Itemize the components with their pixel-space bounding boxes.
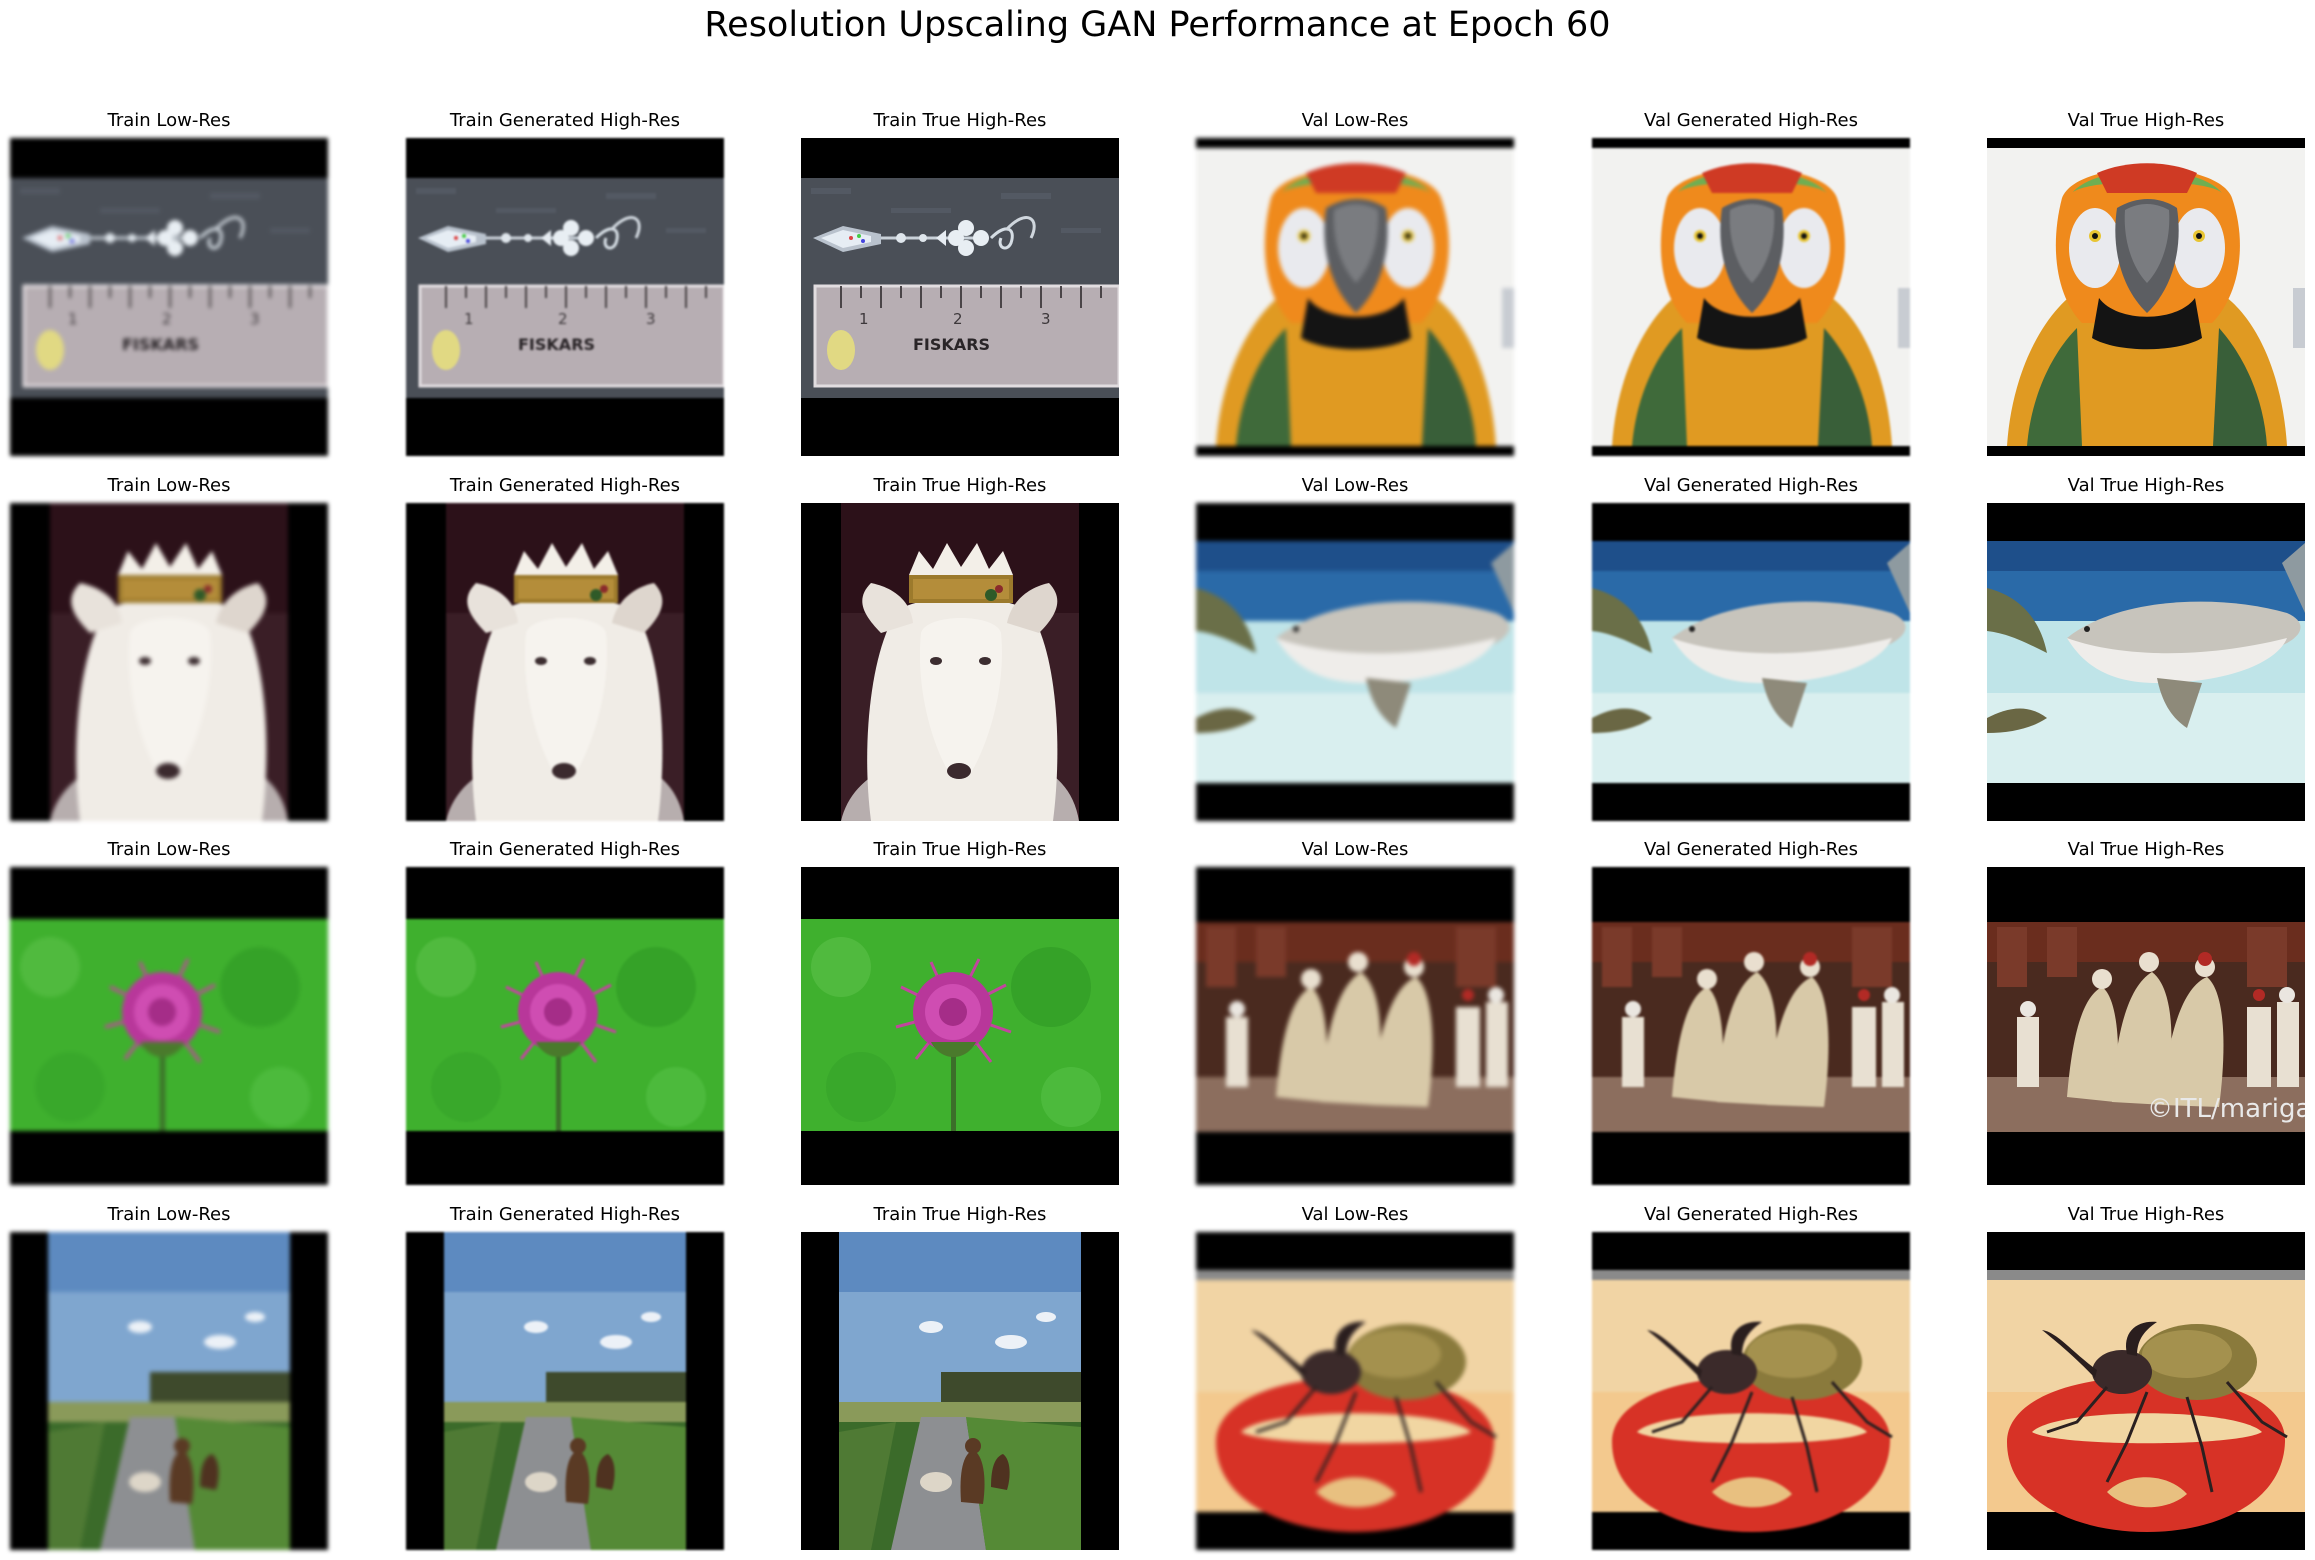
svg-text:1: 1: [464, 310, 474, 328]
panel-title: Val Generated High-Res: [1644, 110, 1858, 131]
svg-text:3: 3: [646, 310, 656, 328]
ceremony-image: [1592, 867, 1910, 1185]
panel-title: Val True High-Res: [2067, 475, 2225, 496]
thistle-flower-image: [801, 867, 1119, 1185]
panel-title: Train True High-Res: [873, 110, 1047, 131]
panel-title: Train True High-Res: [873, 839, 1047, 860]
panel-title: Val Low-Res: [1301, 475, 1409, 496]
panel-title: Train True High-Res: [873, 1204, 1047, 1225]
shark-image: [1987, 503, 2305, 821]
ceremony-image: [1196, 867, 1514, 1185]
svg-text:2: 2: [162, 310, 172, 328]
dogs-on-road-image: [10, 1232, 328, 1550]
earring-ruler-image: 1 2 3 FISKARS: [406, 138, 724, 456]
panel-title: Train Generated High-Res: [449, 475, 681, 496]
ruler-brand-text: FISKARS: [518, 335, 595, 354]
panel-title: Train Low-Res: [107, 110, 231, 131]
earring-ruler-image: 1 2 3 FISKARS: [10, 138, 328, 456]
panel-title: Train True High-Res: [873, 475, 1047, 496]
svg-text:2: 2: [558, 310, 568, 328]
panel-title: Val Generated High-Res: [1644, 475, 1858, 496]
dog-with-crown-image: [10, 503, 328, 821]
beetle-on-apple-image: [1592, 1232, 1910, 1550]
panel-title: Train Low-Res: [107, 839, 231, 860]
svg-text:1: 1: [68, 310, 78, 328]
svg-text:1: 1: [859, 310, 869, 328]
svg-text:3: 3: [1041, 310, 1051, 328]
panel-title: Val Low-Res: [1301, 839, 1409, 860]
panel-title: Val Generated High-Res: [1644, 839, 1858, 860]
dog-with-crown-image: [406, 503, 724, 821]
parrot-image: [1196, 138, 1514, 456]
shark-image: [1196, 503, 1514, 821]
watermark: ©ITL/mariga: [2147, 1094, 2305, 1124]
panel-title: Train Low-Res: [107, 1204, 231, 1225]
panel-title: Val Low-Res: [1301, 110, 1409, 131]
panel-title: Val True High-Res: [2067, 1204, 2225, 1225]
panel-title: Train Low-Res: [107, 475, 231, 496]
ruler-brand-text: FISKARS: [913, 335, 990, 354]
beetle-on-apple-image: [1987, 1232, 2305, 1550]
thistle-flower-image: [406, 867, 724, 1185]
panel-title: Val Generated High-Res: [1644, 1204, 1858, 1225]
panel-title: Val Low-Res: [1301, 1204, 1409, 1225]
parrot-image: [1987, 138, 2305, 456]
panel-title: Train Generated High-Res: [449, 110, 681, 131]
panel-title: Train Generated High-Res: [449, 1204, 681, 1225]
panel-title: Train Generated High-Res: [449, 839, 681, 860]
parrot-image: [1592, 138, 1910, 456]
thistle-flower-image: [10, 867, 328, 1185]
dogs-on-road-image: [406, 1232, 724, 1550]
earring-ruler-image: 1 2 3 FISKARS: [801, 138, 1119, 456]
beetle-on-apple-image: [1196, 1232, 1514, 1550]
svg-text:3: 3: [250, 310, 260, 328]
shark-image: [1592, 503, 1910, 821]
ruler-brand-text: FISKARS: [122, 335, 199, 354]
dogs-on-road-image: [801, 1232, 1119, 1550]
panel-title: Val True High-Res: [2067, 839, 2225, 860]
dog-with-crown-image: [801, 503, 1119, 821]
ceremony-image: ©ITL/mariga: [1987, 867, 2305, 1185]
panel-title: Val True High-Res: [2067, 110, 2225, 131]
figure-title: Resolution Upscaling GAN Performance at …: [704, 5, 1611, 45]
svg-text:2: 2: [953, 310, 963, 328]
